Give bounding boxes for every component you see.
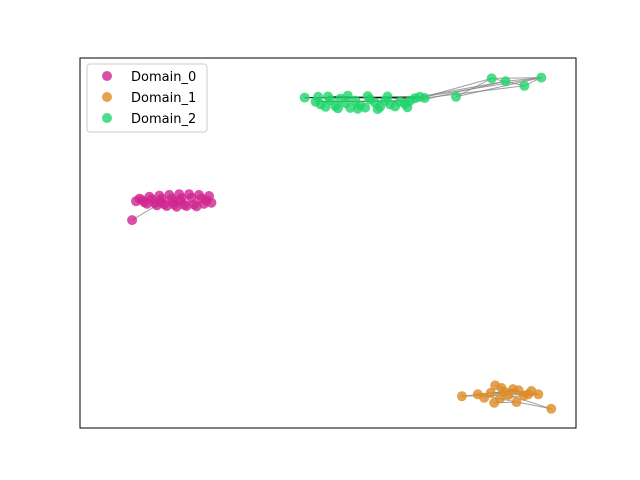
legend-label-domain-0: Domain_0 <box>131 70 196 85</box>
point-domain-1-15 <box>496 383 507 393</box>
point-domain-2-8 <box>345 102 356 113</box>
edge-10 <box>455 77 542 98</box>
series-domain-0 <box>127 189 217 226</box>
point-domain-0-31 <box>201 195 212 206</box>
point-domain-2-31 <box>372 104 383 115</box>
point-domain-1-0 <box>456 391 467 402</box>
point-domain-1-12 <box>546 403 557 414</box>
point-domain-2-23 <box>419 93 430 103</box>
legend-entries: Domain_0 Domain_1 Domain_2 <box>102 70 196 127</box>
point-domain-0-34 <box>155 197 166 208</box>
point-domain-2-30 <box>332 103 343 114</box>
point-domain-0-29 <box>191 201 202 212</box>
legend-marker-domain-2 <box>102 113 112 123</box>
edge-11 <box>491 77 542 79</box>
edge-13 <box>505 77 542 82</box>
point-domain-1-17 <box>526 386 537 396</box>
series-domain-1 <box>456 380 557 414</box>
point-domain-0-0 <box>127 215 138 226</box>
point-domain-2-34 <box>486 73 497 84</box>
point-domain-2-26 <box>362 91 373 102</box>
point-domain-1-14 <box>511 397 522 408</box>
point-domain-0-33 <box>175 195 186 206</box>
edge-6 <box>419 80 506 98</box>
point-domain-2-28 <box>402 102 413 113</box>
point-domain-2-11 <box>360 102 371 113</box>
point-domain-2-27 <box>382 91 393 102</box>
point-domain-2-32 <box>313 91 324 102</box>
legend-box <box>86 63 208 133</box>
legend: Domain_0 Domain_1 Domain_2 <box>86 63 208 133</box>
point-domain-0-30 <box>142 198 152 209</box>
legend-label-domain-2: Domain_2 <box>131 112 196 127</box>
point-domain-0-23 <box>186 192 197 203</box>
point-domain-2-36 <box>519 80 530 91</box>
point-domain-1-16 <box>479 392 490 403</box>
legend-marker-domain-1 <box>102 92 112 102</box>
edge-9 <box>455 77 492 98</box>
point-domain-2-33 <box>451 91 461 102</box>
legend-label-domain-1: Domain_1 <box>131 91 196 106</box>
point-domain-2-0 <box>299 92 310 103</box>
point-domain-1-13 <box>489 397 500 408</box>
points-layer <box>127 72 557 414</box>
point-domain-2-24 <box>323 91 333 102</box>
axes-frame <box>79 57 577 429</box>
series-domain-2 <box>299 72 547 115</box>
point-domain-2-35 <box>500 76 511 87</box>
point-domain-2-37 <box>536 72 547 83</box>
point-domain-2-25 <box>342 90 353 101</box>
point-domain-2-29 <box>352 103 363 114</box>
legend-marker-domain-0 <box>102 71 112 81</box>
